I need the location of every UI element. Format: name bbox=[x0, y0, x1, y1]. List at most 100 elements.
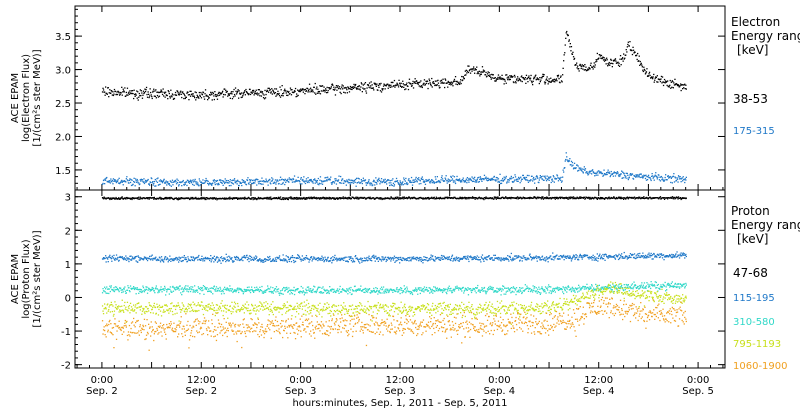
data-point bbox=[139, 290, 141, 293]
data-point bbox=[177, 90, 179, 92]
data-point bbox=[131, 179, 133, 181]
data-point bbox=[134, 95, 136, 97]
data-point bbox=[203, 96, 205, 98]
data-point bbox=[582, 256, 584, 258]
data-point bbox=[125, 198, 127, 200]
data-point bbox=[510, 76, 512, 78]
data-point bbox=[611, 173, 613, 175]
data-point bbox=[282, 259, 284, 262]
data-point bbox=[557, 76, 559, 78]
data-point bbox=[168, 183, 170, 185]
data-point bbox=[107, 261, 109, 263]
data-point bbox=[121, 196, 123, 198]
data-point bbox=[645, 197, 647, 199]
data-point bbox=[471, 196, 474, 198]
data-point bbox=[123, 258, 125, 261]
data-point bbox=[110, 197, 112, 199]
data-point bbox=[249, 88, 251, 91]
data-point bbox=[566, 156, 568, 158]
electron-legend-energy-ranges: Energy ranges bbox=[731, 29, 800, 43]
data-point bbox=[300, 260, 302, 262]
data-point bbox=[556, 174, 558, 176]
data-point bbox=[568, 40, 570, 42]
data-point bbox=[524, 258, 526, 261]
data-point bbox=[310, 197, 312, 199]
data-point bbox=[318, 258, 320, 260]
data-point bbox=[672, 254, 674, 256]
data-point bbox=[362, 84, 364, 86]
data-point bbox=[286, 197, 288, 200]
data-point bbox=[211, 184, 213, 186]
data-point bbox=[463, 181, 465, 183]
data-point bbox=[384, 258, 386, 260]
data-point bbox=[378, 179, 381, 181]
data-point bbox=[332, 258, 334, 261]
data-point bbox=[623, 251, 625, 254]
data-point bbox=[282, 95, 284, 97]
data-point bbox=[231, 197, 233, 200]
data-point bbox=[438, 85, 440, 87]
data-point bbox=[275, 95, 277, 97]
data-point bbox=[680, 252, 682, 254]
data-point bbox=[614, 58, 617, 60]
data-point bbox=[119, 94, 121, 96]
data-point bbox=[243, 256, 245, 258]
data-point bbox=[619, 197, 622, 200]
data-point bbox=[114, 198, 117, 200]
data-point bbox=[551, 258, 553, 260]
data-point bbox=[187, 285, 189, 287]
data-point bbox=[417, 178, 419, 180]
data-point bbox=[292, 259, 295, 262]
data-point bbox=[139, 95, 141, 97]
data-point bbox=[268, 180, 270, 182]
data-point bbox=[470, 179, 473, 182]
data-point bbox=[333, 197, 336, 199]
data-point bbox=[539, 81, 541, 83]
data-point bbox=[211, 259, 213, 261]
data-point bbox=[265, 93, 267, 96]
data-point bbox=[684, 254, 686, 256]
proton-legend-energy-ranges: Energy ranges bbox=[731, 218, 800, 232]
data-point bbox=[163, 179, 165, 181]
data-point bbox=[594, 257, 596, 260]
data-point bbox=[444, 78, 446, 80]
data-point bbox=[411, 181, 413, 183]
data-point bbox=[153, 196, 155, 199]
data-point bbox=[128, 260, 130, 263]
data-point bbox=[626, 172, 628, 175]
data-point bbox=[625, 49, 627, 51]
data-point bbox=[203, 257, 205, 259]
data-point bbox=[417, 179, 419, 181]
data-point bbox=[607, 171, 609, 173]
data-point bbox=[431, 86, 433, 88]
data-point bbox=[458, 180, 460, 182]
data-point bbox=[195, 290, 197, 292]
data-point bbox=[438, 197, 440, 199]
data-point bbox=[133, 197, 135, 199]
data-point bbox=[530, 80, 533, 82]
data-point bbox=[393, 255, 396, 257]
data-point bbox=[291, 89, 293, 91]
data-point bbox=[315, 258, 317, 261]
data-point bbox=[616, 172, 618, 175]
data-point bbox=[399, 180, 401, 182]
data-point bbox=[297, 197, 299, 199]
data-point bbox=[613, 196, 615, 198]
data-point bbox=[180, 292, 182, 294]
data-point bbox=[208, 183, 210, 185]
data-point bbox=[460, 181, 462, 183]
data-point bbox=[511, 181, 514, 183]
data-point bbox=[158, 259, 160, 261]
data-point bbox=[461, 258, 463, 260]
data-point bbox=[337, 85, 339, 87]
data-point bbox=[264, 97, 267, 99]
data-point bbox=[294, 90, 296, 93]
data-point bbox=[116, 93, 119, 96]
data-point bbox=[625, 175, 627, 177]
data-point bbox=[464, 74, 466, 76]
data-point bbox=[409, 181, 411, 183]
data-point bbox=[387, 87, 389, 89]
data-point bbox=[260, 259, 263, 261]
data-point bbox=[333, 256, 336, 259]
data-point bbox=[200, 197, 202, 199]
